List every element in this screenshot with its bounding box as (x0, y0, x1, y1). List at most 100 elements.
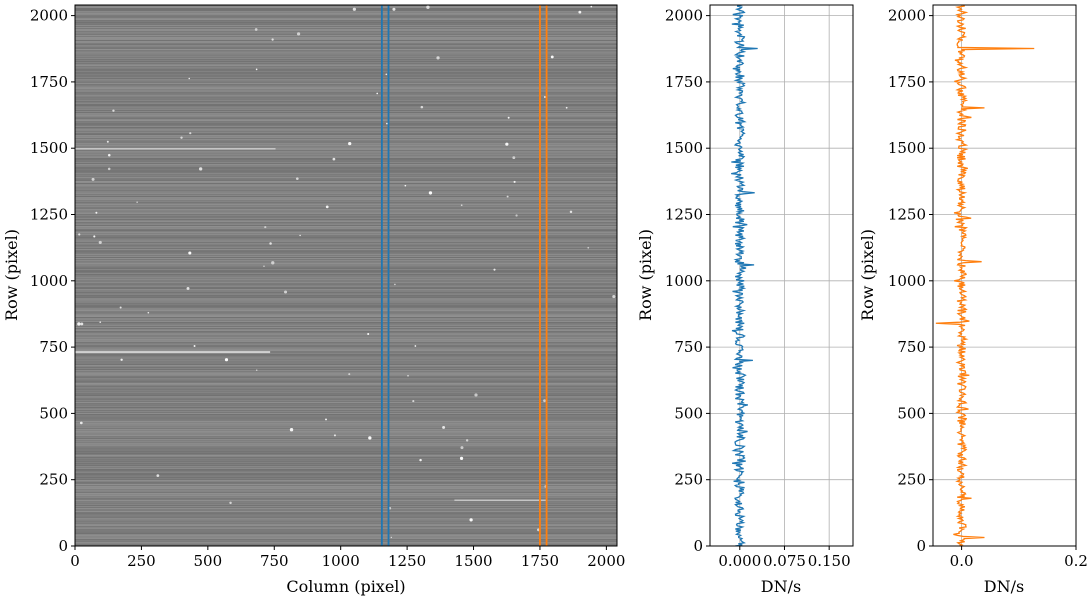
image-row-stripe (75, 308, 617, 309)
image-row-stripe (75, 315, 617, 316)
image-row-stripe (75, 162, 617, 163)
image-row-stripe (75, 351, 617, 352)
image-row-stripe (75, 323, 617, 324)
image-hot-pixel (513, 180, 516, 183)
image-hot-pixel (507, 116, 510, 119)
image-row-stripe (75, 500, 617, 501)
image-row-stripe (75, 358, 617, 359)
image-hot-pixel (77, 322, 81, 326)
image-row-stripe (75, 130, 617, 131)
image-row-stripe (75, 536, 617, 537)
image-row-stripe (75, 353, 617, 354)
image-row-stripe (75, 126, 617, 127)
image-hot-pixel (460, 446, 464, 450)
image-row-stripe (75, 320, 617, 321)
image-row-stripe (75, 313, 617, 314)
image-row-stripe (75, 104, 617, 105)
y-tick-label: 1000 (888, 272, 926, 290)
image-row-stripe (75, 13, 617, 14)
image-row-stripe (75, 464, 617, 465)
image-hot-pixel (590, 5, 593, 8)
image-row-stripe (75, 280, 617, 281)
image-row-stripe (75, 431, 617, 432)
image-row-stripe (75, 238, 617, 239)
image-row-stripe (75, 10, 617, 11)
image-row-stripe (75, 289, 617, 290)
image-row-stripe (75, 522, 617, 523)
image-hot-pixel (506, 195, 509, 198)
image-row-stripe (75, 472, 617, 473)
blue-profile-grid (710, 5, 853, 547)
image-row-stripe (75, 322, 617, 323)
image-row-stripe (75, 487, 617, 488)
image-row-stripe (75, 516, 617, 517)
image-row-stripe (75, 542, 617, 543)
image-row-stripe (75, 392, 617, 393)
image-row-stripe (75, 415, 617, 416)
image-hot-pixel (469, 518, 473, 522)
image-hot-pixel (107, 153, 111, 157)
image-row-stripe (75, 295, 617, 296)
x-tick-label: 1000 (322, 552, 360, 570)
image-row-stripe (75, 455, 617, 456)
image-row-stripe (75, 481, 617, 482)
image-row-stripe (75, 198, 617, 199)
image-row-stripe (75, 454, 617, 455)
image-row-stripe (75, 501, 617, 502)
y-tick-label: 750 (674, 338, 703, 356)
image-row-stripe (75, 506, 617, 507)
y-tick-label: 2000 (30, 7, 68, 25)
image-row-stripe (75, 237, 617, 238)
image-row-stripe (75, 375, 617, 376)
image-row-stripe (75, 47, 617, 48)
image-row-stripe (75, 369, 617, 370)
image-hot-pixel (188, 251, 192, 255)
x-tick-label: 0.000 (718, 552, 761, 570)
image-row-stripe (75, 531, 617, 532)
image-row-stripe (75, 215, 617, 216)
image-row-stripe (75, 498, 617, 499)
image-row-stripe (75, 385, 617, 386)
y-tick-label: 1750 (665, 73, 703, 91)
image-row-stripe (75, 448, 617, 449)
image-row-stripe (75, 513, 617, 514)
image-row-stripe (75, 181, 617, 182)
image-row-stripe (75, 142, 617, 143)
image-hot-pixel (428, 191, 433, 195)
image-row-stripe (75, 403, 617, 404)
image-row-stripe (75, 405, 617, 406)
image-row-stripe (75, 509, 617, 510)
image-row-stripe (75, 284, 617, 285)
blue-profile-x-label: DN/s (761, 577, 801, 596)
image-row-stripe (75, 306, 617, 307)
image-hot-pixel (367, 332, 370, 335)
image-row-stripe (75, 239, 617, 240)
image-row-stripe (75, 344, 617, 345)
image-row-stripe (75, 432, 617, 433)
image-row-stripe (75, 113, 617, 114)
y-tick-label: 750 (897, 338, 926, 356)
image-row-stripe (75, 30, 617, 31)
image-row-stripe (75, 396, 617, 397)
image-row-stripe (75, 6, 617, 7)
image-row-stripe (75, 62, 617, 63)
y-tick-label: 250 (39, 471, 68, 489)
image-row-stripe (75, 224, 617, 225)
image-row-stripe (75, 214, 617, 215)
image-hot-pixel (325, 418, 328, 421)
image-hot-pixel (156, 474, 160, 477)
image-row-stripe (75, 138, 617, 139)
image-row-stripe (75, 486, 617, 487)
image-row-stripe (75, 491, 617, 492)
image-row-stripe (75, 155, 617, 156)
image-row-stripe (75, 20, 617, 21)
image-row-stripe (75, 288, 617, 289)
image-row-stripe (75, 409, 617, 410)
image-row-stripe (75, 447, 617, 448)
image-row-stripe (75, 178, 617, 179)
image-row-stripe (75, 134, 617, 135)
image-row-stripe (75, 507, 617, 508)
image-row-stripe (75, 26, 617, 27)
image-row-stripe (75, 112, 617, 113)
image-hot-pixel (180, 136, 183, 139)
